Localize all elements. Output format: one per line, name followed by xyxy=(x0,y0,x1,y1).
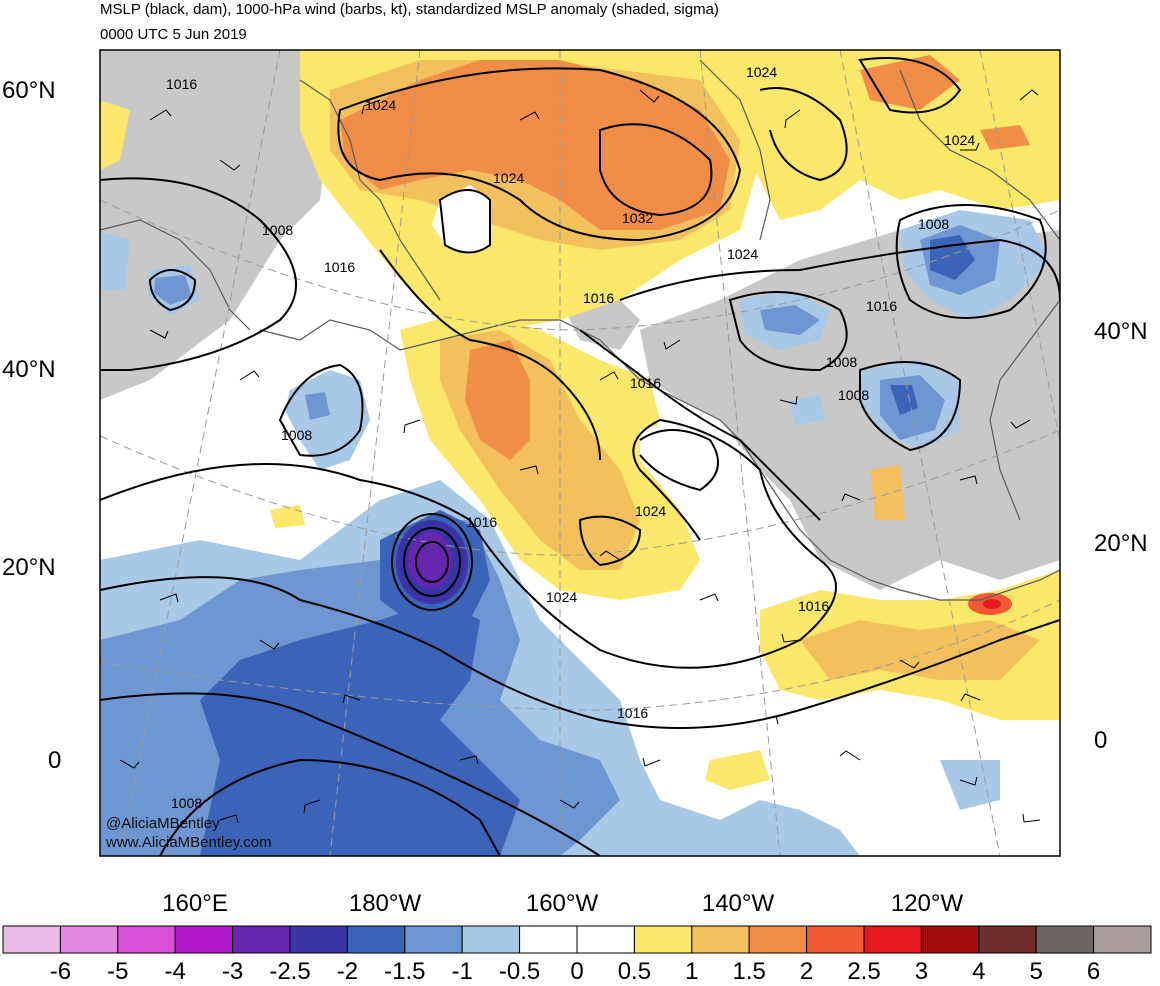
colorbar-label: 0.5 xyxy=(617,958,652,985)
isobar-label: 1016 xyxy=(866,298,897,314)
colorbar-label: 1.5 xyxy=(732,958,766,985)
colorbar-box xyxy=(1035,925,1095,954)
isobar-label: 1024 xyxy=(944,132,975,148)
isobar-label: 1016 xyxy=(617,705,648,721)
lat-label-40n: 40°N xyxy=(2,356,56,383)
coastlines xyxy=(100,59,1060,601)
colorbar-label: 0 xyxy=(570,958,584,985)
colorbar-box xyxy=(806,925,865,954)
colorbar-box xyxy=(2,925,61,954)
lon-label-140w: 140°W xyxy=(701,890,775,917)
colorbar-label: -3 xyxy=(221,958,244,985)
lon-label-180w: 180°W xyxy=(348,890,422,917)
colorbar-box xyxy=(404,925,463,954)
colorbar-label: -6 xyxy=(49,958,72,985)
lon-label-160e: 160°E xyxy=(162,890,228,917)
isobar-label: 1008 xyxy=(838,387,869,403)
colorbar-box xyxy=(117,925,176,954)
colorbar-label: -0.5 xyxy=(498,958,541,985)
positive-anomaly-orange xyxy=(340,55,1030,460)
map-panel: 1016 1024 1008 1016 1024 1032 1024 1024 … xyxy=(99,49,1061,857)
colorbar-label: 4 xyxy=(972,958,986,985)
isobar-label: 1008 xyxy=(826,354,857,370)
colorbar-box xyxy=(633,925,693,954)
colorbar-box xyxy=(461,925,521,954)
isobar-label: 1008 xyxy=(281,427,312,443)
isobar-label: 1024 xyxy=(546,589,577,605)
colorbar-box xyxy=(289,925,348,954)
isobar-label: 1024 xyxy=(635,503,666,519)
credit-handle: @AliciaMBentley xyxy=(106,815,220,832)
lon-label-120w: 120°W xyxy=(890,890,964,917)
colorbar-boxes xyxy=(2,925,1152,954)
colorbar-box xyxy=(346,925,406,954)
credit-website: www.AliciaMBentley.com xyxy=(106,834,272,851)
map-content: 1016 1024 1008 1016 1024 1032 1024 1024 … xyxy=(100,50,1060,856)
lat-label-20n: 20°N xyxy=(2,554,56,581)
colorbar-label: 1 xyxy=(685,958,699,985)
positive-anomaly-red xyxy=(968,593,1012,615)
colorbar-label: -2 xyxy=(336,958,359,985)
colorbar-box xyxy=(232,925,291,954)
isobar-labels: 1016 1024 1008 1016 1024 1032 1024 1024 … xyxy=(166,64,975,811)
neutral-areas xyxy=(432,185,730,500)
isobars xyxy=(100,57,1060,856)
colorbar-label: -1.5 xyxy=(384,958,426,985)
lon-label-160w: 160°W xyxy=(525,890,599,917)
isobar-label: 1008 xyxy=(262,222,293,238)
colorbar-label: 2 xyxy=(799,958,814,985)
lat-label-0-right: 0 xyxy=(1094,727,1108,754)
negative-anomaly-deep xyxy=(396,520,468,604)
isobar-label: 1016 xyxy=(324,259,355,275)
map-title: MSLP (black, dam), 1000-hPa wind (barbs,… xyxy=(100,1,719,18)
isobar-label: 1016 xyxy=(630,375,661,391)
colorbar-box xyxy=(576,925,635,954)
lat-label-0: 0 xyxy=(48,747,62,774)
colorbar-label: -1 xyxy=(451,958,473,985)
colorbar-box xyxy=(519,925,578,954)
colorbar-box xyxy=(920,925,980,954)
isobar-label: 1016 xyxy=(798,598,829,614)
lat-label-60n: 60°N xyxy=(2,77,56,104)
isobar-label: 1024 xyxy=(493,170,524,186)
map-frame xyxy=(99,49,1061,857)
colorbar-box xyxy=(978,925,1037,954)
colorbar-label: -2.5 xyxy=(269,958,311,985)
colorbar-box xyxy=(863,925,922,954)
colorbar-box xyxy=(691,925,750,954)
colorbar xyxy=(2,925,1152,954)
isobar-label: 1024 xyxy=(746,64,777,80)
valid-time: 0000 UTC 5 Jun 2019 xyxy=(100,26,247,43)
colorbar-label: 5 xyxy=(1029,958,1043,985)
isobar-label: 1016 xyxy=(583,290,614,306)
wind-barbs xyxy=(119,89,1041,824)
isobar-label: 1016 xyxy=(166,76,197,92)
lat-label-20n-right: 20°N xyxy=(1094,530,1148,557)
colorbar-label: 2.5 xyxy=(847,958,881,985)
isobar-label: 1024 xyxy=(365,97,396,113)
colorbar-box xyxy=(59,925,119,954)
colorbar-box xyxy=(1093,925,1152,954)
colorbar-box xyxy=(748,925,808,954)
isobar-label: 1032 xyxy=(622,210,653,226)
lat-label-40n-right: 40°N xyxy=(1094,318,1148,345)
isobar-label: 1008 xyxy=(918,216,949,232)
colorbar-box xyxy=(174,925,234,954)
colorbar-label: 3 xyxy=(914,958,929,985)
colorbar-label: -5 xyxy=(107,958,129,985)
isobar-label: 1016 xyxy=(466,514,497,530)
colorbar-label: 6 xyxy=(1086,958,1101,985)
colorbar-label: -4 xyxy=(164,958,186,985)
isobar-label: 1024 xyxy=(727,246,758,262)
isobar-label: 1008 xyxy=(171,795,202,811)
